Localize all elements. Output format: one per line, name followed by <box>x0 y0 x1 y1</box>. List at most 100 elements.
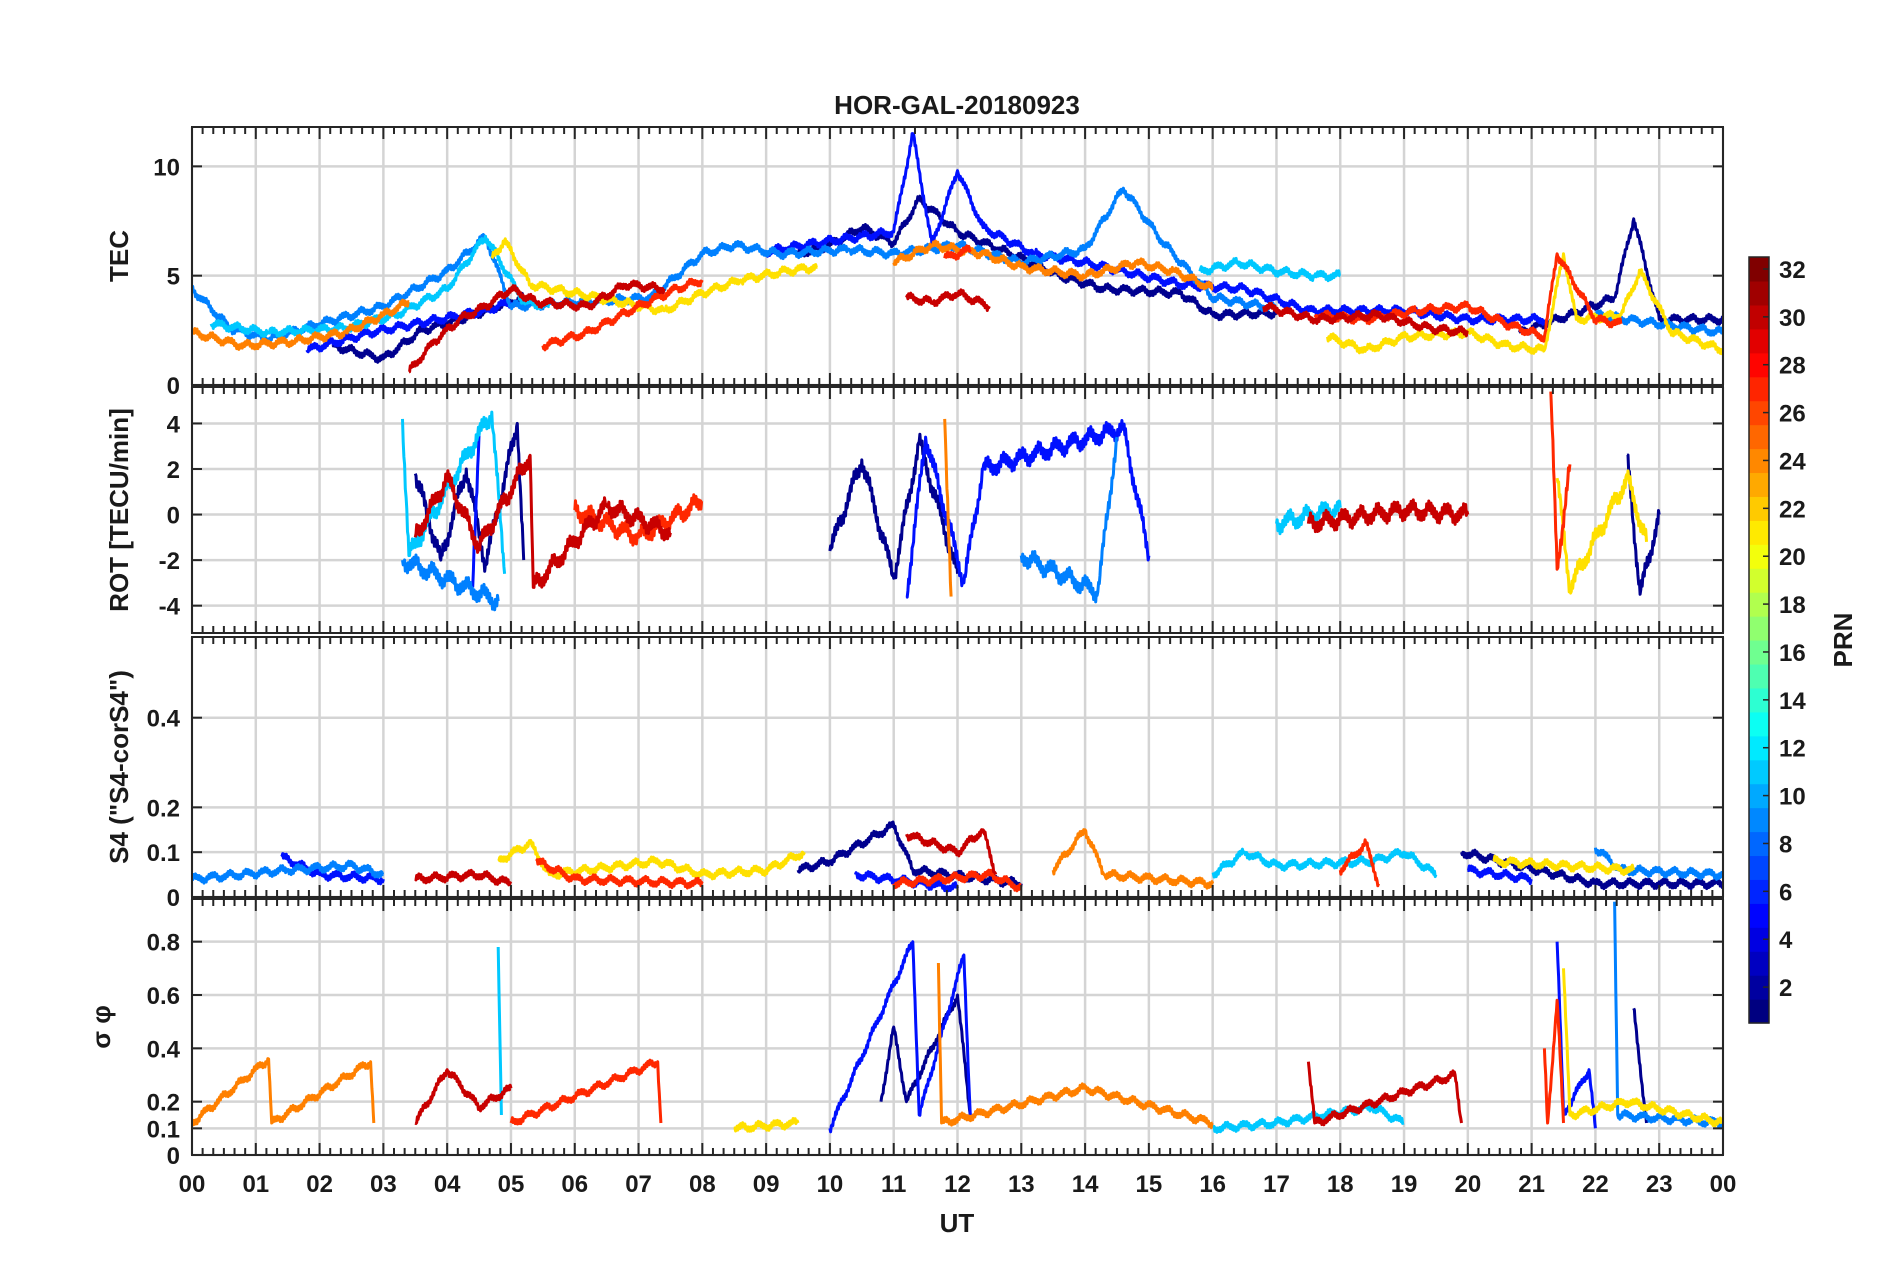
x-tick-label: 10 <box>817 1171 844 1198</box>
x-tick-label: 18 <box>1327 1171 1354 1198</box>
y-tick-label: -2 <box>159 548 180 575</box>
y-axis-label-tec: TEC <box>104 230 134 282</box>
colorbar-segment <box>1749 352 1769 378</box>
y-tick-label: 0 <box>167 373 180 400</box>
series-line-prn-12 <box>401 410 1342 574</box>
x-tick-label: 00 <box>1710 1171 1737 1198</box>
series-line-prn-20 <box>490 237 1723 356</box>
colorbar-segment <box>1749 448 1769 474</box>
colorbar-label: PRN <box>1828 613 1858 668</box>
series-line-prn-24 <box>1051 828 1215 890</box>
colorbar-segment <box>1749 472 1769 497</box>
colorbar-tick-label: 16 <box>1779 640 1806 667</box>
x-tick-label: 07 <box>625 1171 652 1198</box>
colorbar-tick-label: 10 <box>1779 784 1806 811</box>
y-tick-label: 4 <box>167 411 181 438</box>
colorbar-segment <box>1749 640 1769 665</box>
y-tick-label: 10 <box>153 154 180 181</box>
panel-rot: -4 -2 0 2 4 ROT [TECU/min] <box>104 386 1725 634</box>
colorbar-tick-label: 4 <box>1779 927 1793 954</box>
colorbar-segment <box>1749 663 1769 689</box>
y-tick-label: 0 <box>167 885 180 912</box>
y-axis-label-sigma-phi: σ φ <box>86 1005 116 1049</box>
series-line-prn-30 <box>413 453 1470 589</box>
colorbar-tick-label: 30 <box>1779 305 1806 332</box>
x-tick-label: 02 <box>306 1171 333 1198</box>
panel-sigma-phi: 00.10.2 0.4 0.6 0.8 σ φ <box>86 898 1725 1170</box>
y-axis-label-s4: S4 ("S4-corS4") <box>104 670 134 864</box>
colorbar-segment <box>1749 999 1769 1024</box>
series-group <box>192 820 1723 891</box>
colorbar-segment <box>1749 759 1769 785</box>
x-tick-label: 08 <box>689 1171 716 1198</box>
y-tick-label: 0.1 <box>147 1116 180 1143</box>
x-tick-label: 04 <box>434 1171 461 1198</box>
series-line-prn-4 <box>471 419 1151 599</box>
colorbar-segment <box>1749 616 1769 641</box>
series-line-prn-2 <box>413 421 1661 596</box>
y-tick-label: 0.2 <box>147 795 180 822</box>
colorbar-tick-label: 14 <box>1779 688 1806 715</box>
colorbar-tick-label: 12 <box>1779 736 1806 763</box>
colorbar-segment <box>1749 257 1769 282</box>
colorbar-segment <box>1749 280 1769 306</box>
x-tick-label: 05 <box>498 1171 525 1198</box>
y-tick-label: 0.6 <box>147 983 180 1010</box>
colorbar-segment <box>1749 927 1769 952</box>
colorbar-segment <box>1749 400 1769 426</box>
panel-tec: 0 5 10 TEC <box>104 126 1725 400</box>
x-tick-label: 20 <box>1454 1171 1481 1198</box>
series-line-prn-30 <box>408 279 1469 374</box>
colorbar-tick-label: 32 <box>1779 257 1806 284</box>
colorbar-tick-label: 28 <box>1779 353 1806 380</box>
x-tick-label: 23 <box>1646 1171 1673 1198</box>
colorbar-segment <box>1749 783 1769 809</box>
x-tick-label: 15 <box>1136 1171 1163 1198</box>
series-group <box>401 391 1661 610</box>
series-group <box>192 132 1723 374</box>
y-tick-label: 0.4 <box>147 706 181 733</box>
colorbar-segment <box>1749 735 1769 761</box>
x-axis: 00 01 02 03 04 05 06 07 08 09 10 11 12 13 14 15 16 17 18 19… <box>179 1171 1737 1198</box>
y-tick-label: 2 <box>167 457 180 484</box>
colorbar-segment <box>1749 951 1769 976</box>
colorbar-tick-label: 20 <box>1779 544 1806 571</box>
colorbar-segment <box>1749 807 1769 833</box>
y-tick-label: 0.2 <box>147 1090 180 1117</box>
series-line-prn-20 <box>733 968 1723 1133</box>
colorbar-frame <box>1748 256 1770 1024</box>
colorbar-segment <box>1749 424 1769 450</box>
x-tick-label: 09 <box>753 1171 780 1198</box>
colorbar-segment <box>1749 568 1769 593</box>
colorbar-segment <box>1749 711 1769 737</box>
x-tick-label: 12 <box>944 1171 971 1198</box>
x-axis-label: UT <box>940 1208 975 1238</box>
colorbar-segment <box>1749 520 1769 545</box>
x-tick-label: 06 <box>561 1171 588 1198</box>
series-line-prn-24 <box>192 239 1214 351</box>
series-line-prn-12 <box>1211 847 1438 879</box>
colorbar-segment <box>1749 687 1769 713</box>
colorbar-segment <box>1749 544 1769 569</box>
x-tick-label: 03 <box>370 1171 397 1198</box>
colorbar-segment <box>1749 376 1769 402</box>
colorbar-segment <box>1749 855 1769 880</box>
colorbar-segment <box>1749 831 1769 857</box>
colorbar-tick-label: 26 <box>1779 401 1806 428</box>
x-tick-label: 11 <box>881 1171 906 1198</box>
y-tick-label: 5 <box>167 264 180 291</box>
colorbar-tick-label: 24 <box>1779 448 1806 475</box>
chart-title: HOR-GAL-20180923 <box>834 90 1080 120</box>
series-line-prn-12 <box>209 234 1341 339</box>
y-tick-label: 0 <box>167 1143 180 1170</box>
y-tick-label: 0 <box>167 503 180 530</box>
series-group <box>192 901 1723 1134</box>
series-line-prn-24 <box>192 962 1214 1130</box>
y-tick-label: 0.4 <box>147 1036 181 1063</box>
colorbar-segment <box>1749 592 1769 617</box>
colorbar-segment <box>1749 496 1769 521</box>
series-line-prn-27 <box>509 998 1565 1126</box>
colorbar-tick-label: 8 <box>1779 831 1792 858</box>
